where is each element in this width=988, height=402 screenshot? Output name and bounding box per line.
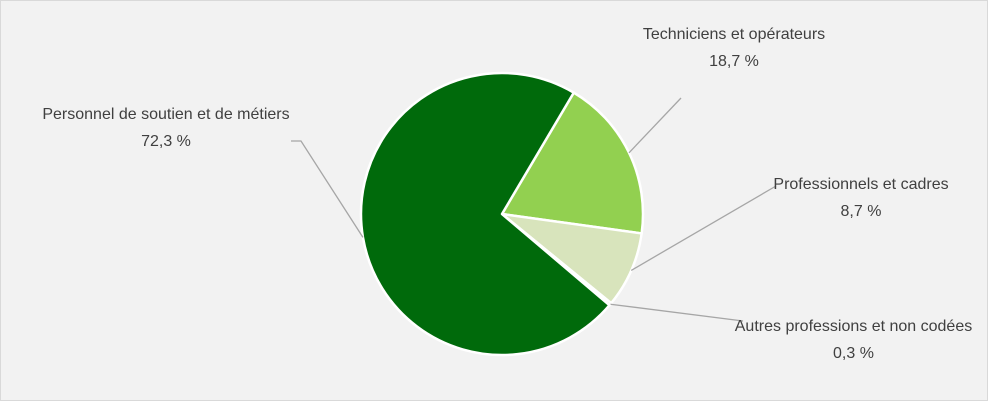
slice-label: Personnel de soutien et de métiers 72,3 % [31,101,301,155]
value-label: 18,7 % [709,53,759,70]
category-label: Professionnels et cadres [773,176,949,193]
slice-label: Techniciens et opérateurs 18,7 % [641,21,827,75]
leader-line [630,185,777,271]
leader-line [610,303,744,322]
value-label: 8,7 % [840,203,882,220]
category-label: Personnel de soutien et de métiers [42,106,290,123]
value-label: 72,3 % [141,133,191,150]
category-label: Autres professions et non codées [734,318,973,335]
slice-label: Autres professions et non codées 0,3 % [726,313,981,367]
pie-slice [500,91,645,235]
slice-label: Professionnels et cadres 8,7 % [771,171,951,225]
leader-line [291,140,364,238]
category-label: Techniciens et opérateurs [642,26,826,43]
value-label: 0,3 % [833,345,874,362]
leader-line [628,97,682,154]
pie-slice [359,71,611,357]
